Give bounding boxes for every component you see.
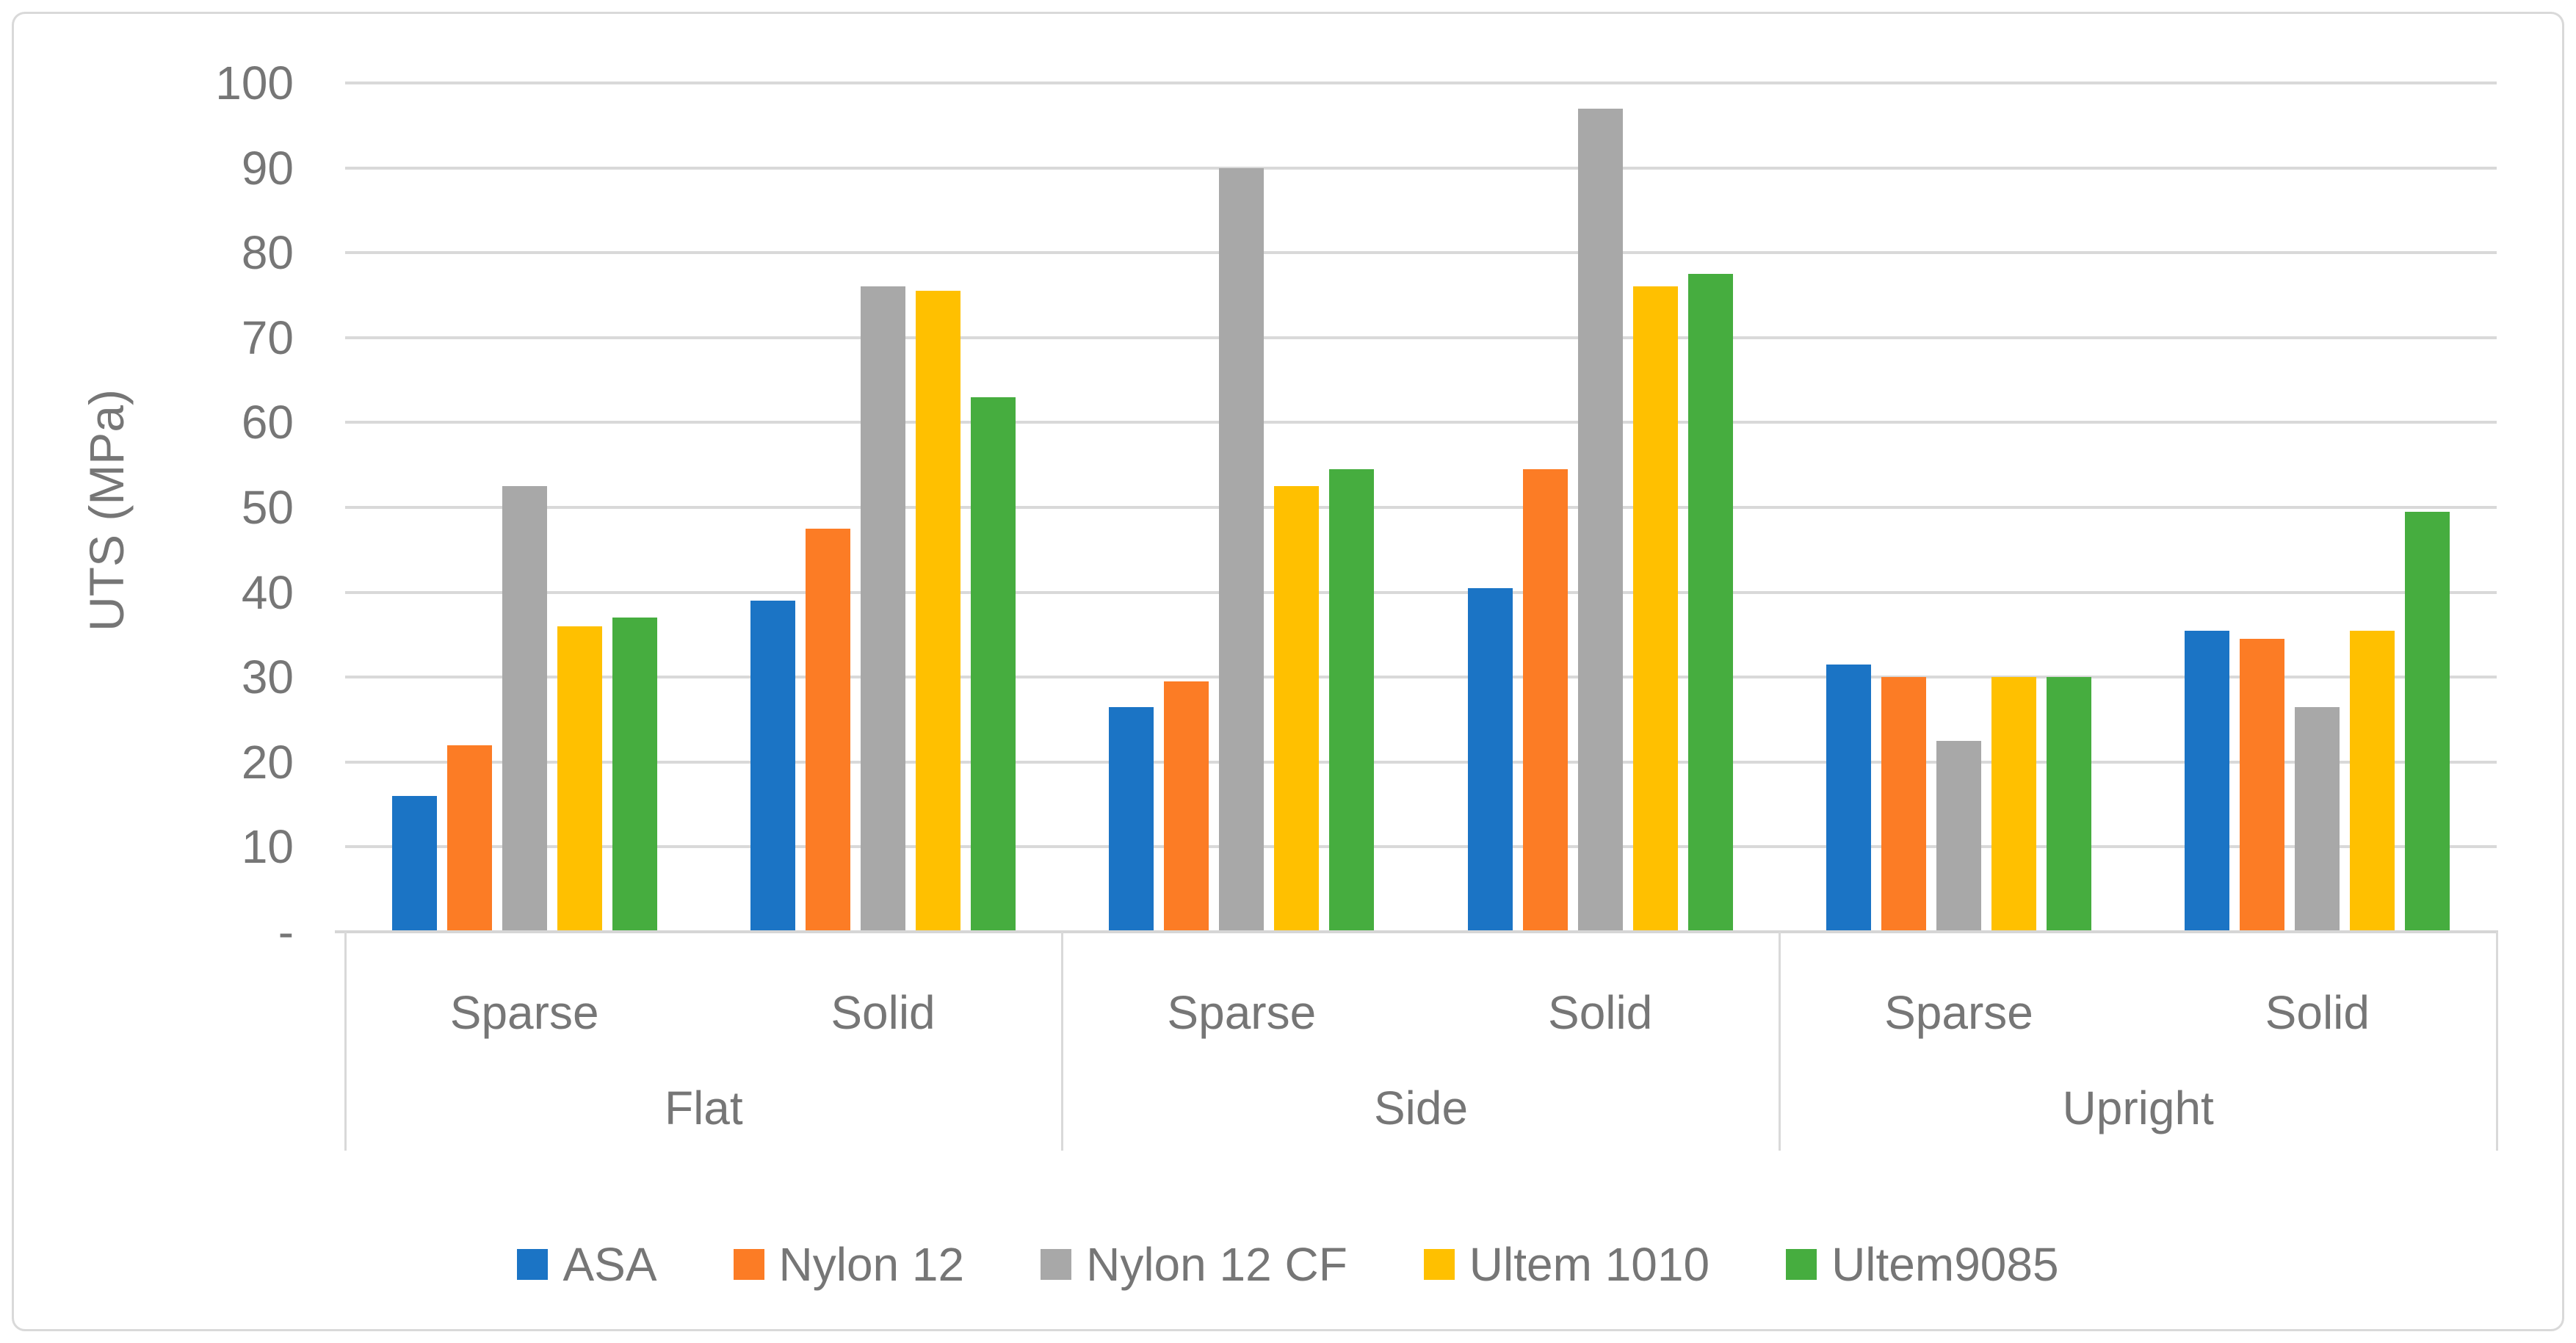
legend-item-Nylon-12: Nylon 12 [733,1228,965,1301]
bar-ASA-Flat-Solid [750,601,795,932]
y-tick-label-20: 20 [241,735,294,789]
gridline-40 [345,590,2497,594]
bar-ASA-Upright-Solid [2185,630,2230,932]
category-divider-2 [1778,932,1781,1151]
inner-category-label-Side-Sparse: Sparse [1167,986,1317,1039]
gridline-10 [345,845,2497,849]
legend-marker-ASA [517,1249,549,1280]
category-divider-0 [344,932,347,1151]
chart-border [12,12,2564,1331]
bar-Ultem9085-Upright-Solid [2405,511,2450,932]
bar-Nylon-12-CF-Side-Solid [1577,108,1623,932]
inner-category-label-Flat-Solid: Solid [831,986,936,1039]
bar-Nylon-12-CF-Flat-Sparse [502,486,547,932]
bar-Ultem-1010-Upright-Solid [2350,630,2395,932]
legend-label-Ultem9085: Ultem9085 [1831,1238,2059,1291]
bar-Nylon-12-Upright-Sparse [1881,677,1926,932]
inner-category-label-Upright-Sparse: Sparse [1884,986,2033,1039]
legend-marker-Nylon-12-CF [1041,1249,1072,1280]
bar-Nylon-12-Side-Sparse [1164,681,1209,932]
bar-Nylon-12-Flat-Solid [805,528,850,932]
legend-label-Nylon-12-CF: Nylon 12 CF [1086,1238,1347,1291]
bar-Nylon-12-CF-Upright-Solid [2295,706,2340,932]
bar-Ultem9085-Side-Sparse [1329,468,1375,932]
y-tick-label-10: 10 [241,820,294,874]
bar-Nylon-12-CF-Side-Sparse [1219,167,1265,932]
bar-Ultem9085-Flat-Sparse [612,618,657,932]
outer-category-label-Flat: Flat [664,1082,743,1134]
y-tick-label-90: 90 [241,141,294,195]
legend-item-Ultem9085: Ultem9085 [1786,1228,2059,1301]
legend-label-Nylon-12: Nylon 12 [778,1238,965,1291]
bar-Ultem9085-Upright-Sparse [2046,677,2091,932]
gridline-80 [345,251,2497,255]
gridline-20 [345,760,2497,764]
legend-marker-Nylon-12 [733,1249,764,1280]
bar-ASA-Upright-Sparse [1826,664,1871,932]
legend-label-ASA: ASA [562,1238,657,1291]
bar-ASA-Flat-Sparse [391,796,437,932]
bar-ASA-Side-Sparse [1109,706,1154,932]
legend-item-Nylon-12-CF: Nylon 12 CF [1041,1228,1347,1301]
gridline-50 [345,506,2497,509]
y-tick-label-70: 70 [241,311,294,364]
bar-Ultem-1010-Side-Sparse [1274,486,1320,932]
bar-Nylon-12-Upright-Solid [2240,639,2285,932]
legend-label-Ultem-1010: Ultem 1010 [1469,1238,1710,1291]
inner-category-label-Upright-Solid: Solid [2265,986,2370,1039]
legend: ASA Nylon 12 Nylon 12 CF Ultem 1010 Ultem908… [0,1228,2576,1301]
y-tick-label-0: - [278,905,294,958]
bar-Ultem-1010-Side-Solid [1632,286,1678,932]
gridline-60 [345,421,2497,424]
category-divider-1 [1061,932,1064,1151]
gridline-70 [345,336,2497,339]
bar-Nylon-12-CF-Upright-Sparse [1936,740,1981,932]
outer-category-label-Side: Side [1373,1082,1469,1134]
legend-marker-Ultem-1010 [1423,1249,1455,1280]
y-tick-label-100: 100 [215,57,294,109]
bar-Nylon-12-CF-Flat-Solid [860,286,905,932]
y-tick-label-30: 30 [241,651,294,704]
bar-Ultem9085-Flat-Solid [970,397,1016,932]
legend-item-Ultem-1010: Ultem 1010 [1423,1228,1710,1301]
bar-Ultem-1010-Upright-Sparse [1991,677,2036,932]
x-axis-line [335,930,2498,933]
gridline-100 [345,82,2497,84]
bar-Ultem9085-Side-Solid [1687,274,1733,932]
inner-category-label-Flat-Sparse: Sparse [449,986,599,1039]
legend-marker-Ultem9085 [1786,1249,1817,1280]
y-tick-label-80: 80 [241,226,294,280]
category-divider-3 [2495,932,2498,1151]
y-tick-label-60: 60 [241,396,294,449]
y-tick-label-50: 50 [241,481,294,534]
gridline-30 [345,676,2497,679]
bar-ASA-Side-Solid [1467,587,1513,932]
legend-item-ASA: ASA [517,1228,657,1301]
inner-category-label-Side-Solid: Solid [1548,986,1653,1039]
bar-Ultem-1010-Flat-Sparse [557,626,602,932]
bar-Nylon-12-Side-Solid [1522,468,1568,932]
bar-Ultem-1010-Flat-Solid [915,291,960,932]
y-tick-label-40: 40 [241,565,294,619]
bar-Nylon-12-Flat-Sparse [446,745,492,932]
gridline-90 [345,166,2497,170]
outer-category-label-Upright: Upright [2062,1082,2214,1134]
